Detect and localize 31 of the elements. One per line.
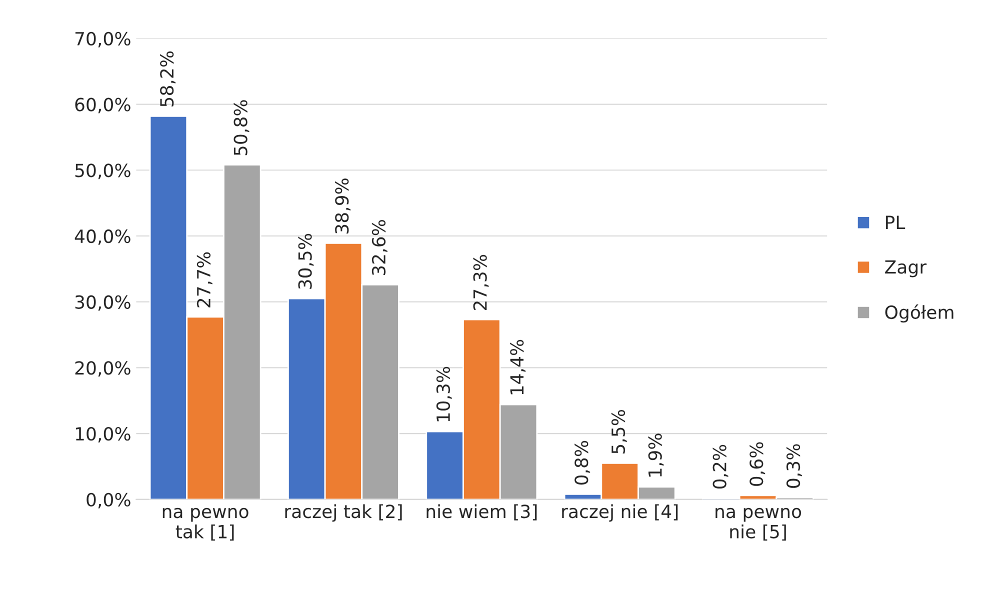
data-label: 27,7% xyxy=(196,252,212,308)
data-label: 0,3% xyxy=(786,444,802,488)
data-label: 32,6% xyxy=(372,220,388,275)
data-label: 27,3% xyxy=(473,254,489,310)
y-tick-label: 70,0% xyxy=(75,32,130,48)
data-label: 5,5% xyxy=(611,410,627,454)
data-label: 30,5% xyxy=(298,234,314,289)
data-label: 14,4% xyxy=(510,340,526,394)
x-tick-label: nie wiem [3] xyxy=(426,504,537,520)
y-tick-label: 50,0% xyxy=(75,164,130,180)
x-tick-label: raczej nie [4] xyxy=(562,504,678,522)
y-tick-label: 10,0% xyxy=(76,427,130,442)
legend-label: Zagr xyxy=(885,260,927,278)
y-tick-label: 20,0% xyxy=(75,361,130,377)
data-label: 1,9% xyxy=(648,434,664,477)
y-tick-label: 0,0% xyxy=(86,492,130,508)
y-tick-label: 60,0% xyxy=(75,98,130,114)
legend-label: PL xyxy=(886,216,906,229)
x-tick-label: na pewno tak [1] xyxy=(162,508,248,541)
data-label: 0,2% xyxy=(712,444,728,489)
legend-label: Ogółem xyxy=(885,304,954,323)
data-label: 38,9% xyxy=(335,178,351,234)
data-label: 0,8% xyxy=(574,440,590,485)
y-tick-label: 40,0% xyxy=(74,229,130,245)
y-tick-label: 30,0% xyxy=(75,295,130,311)
x-tick-label: raczej tak [2] xyxy=(285,504,402,522)
data-label: 10,3% xyxy=(436,366,452,422)
data-label: 58,2% xyxy=(160,51,176,106)
data-label: 0,6% xyxy=(750,442,766,486)
data-label: 50,8% xyxy=(234,100,250,156)
x-tick-label: na pewno nie [5] xyxy=(716,508,802,541)
